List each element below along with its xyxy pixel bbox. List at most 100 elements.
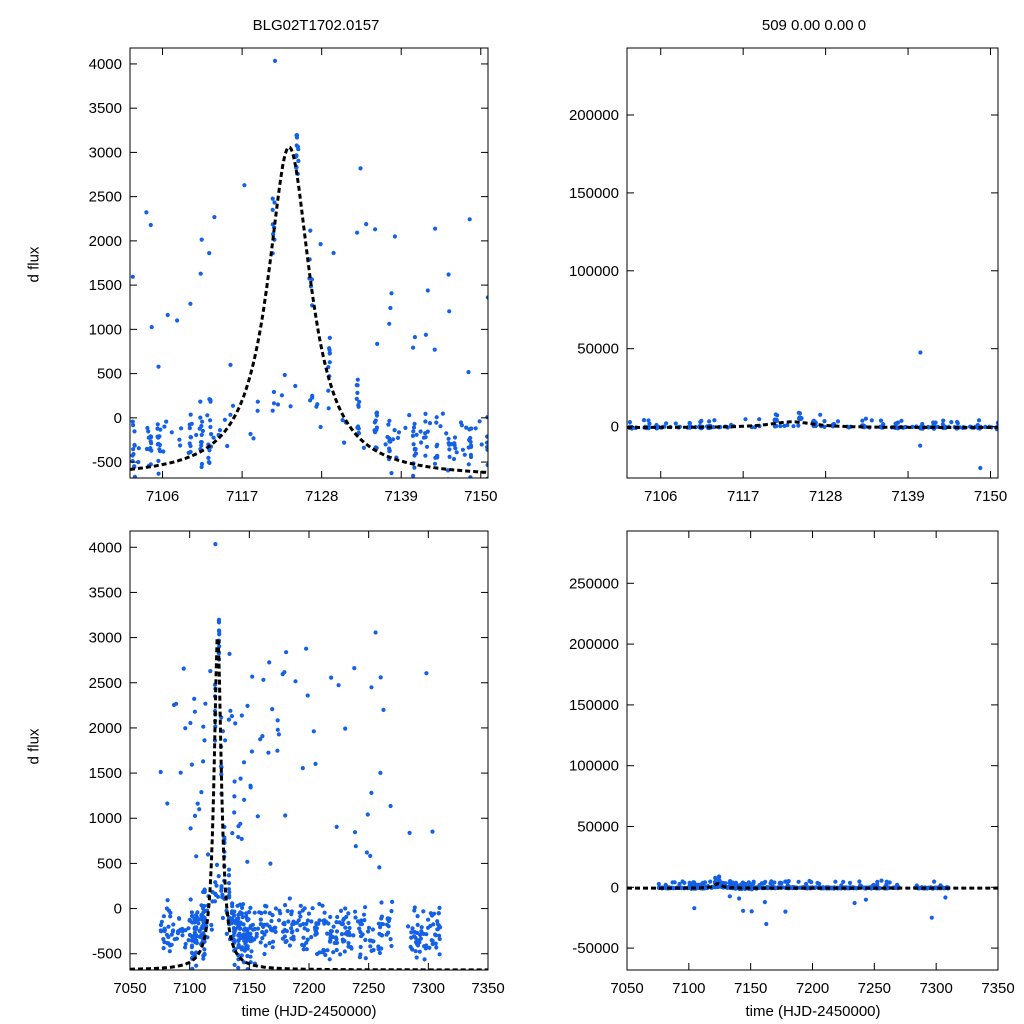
data-point bbox=[155, 434, 160, 439]
data-point bbox=[202, 903, 207, 909]
data-point bbox=[263, 910, 268, 915]
data-point bbox=[240, 915, 245, 920]
data-point bbox=[343, 931, 348, 936]
data-point bbox=[258, 917, 263, 922]
data-point bbox=[286, 919, 291, 924]
data-point bbox=[236, 938, 241, 944]
y-tick-label: 0 bbox=[114, 901, 122, 918]
data-point bbox=[411, 429, 416, 434]
data-point bbox=[272, 34, 276, 38]
data-point bbox=[285, 908, 290, 914]
y-tick-label: 150000 bbox=[569, 185, 619, 202]
data-point bbox=[466, 370, 471, 375]
data-point bbox=[270, 408, 275, 413]
data-point bbox=[315, 951, 320, 957]
data-point bbox=[424, 485, 428, 489]
data-point bbox=[451, 456, 457, 462]
data-point bbox=[161, 937, 166, 942]
data-point bbox=[423, 431, 428, 436]
data-point bbox=[340, 418, 345, 423]
data-point bbox=[157, 442, 162, 448]
data-point bbox=[192, 696, 197, 702]
data-point bbox=[786, 879, 791, 884]
data-point bbox=[354, 383, 359, 388]
data-point bbox=[949, 420, 954, 425]
data-point bbox=[275, 727, 280, 732]
data-point bbox=[209, 922, 214, 928]
data-point bbox=[197, 807, 202, 812]
data-point bbox=[385, 434, 390, 440]
data-point bbox=[189, 421, 194, 426]
data-point bbox=[396, 430, 402, 435]
data-point bbox=[148, 222, 153, 228]
data-point bbox=[180, 926, 185, 932]
data-point bbox=[741, 908, 746, 913]
data-point bbox=[226, 887, 231, 892]
data-point bbox=[236, 965, 241, 970]
data-point bbox=[161, 449, 166, 454]
data-point bbox=[164, 419, 169, 424]
data-point bbox=[407, 830, 412, 836]
data-point bbox=[294, 920, 299, 925]
data-point bbox=[369, 938, 374, 943]
data-point bbox=[869, 418, 874, 423]
data-point bbox=[412, 447, 417, 452]
x-tick-label: 7106 bbox=[644, 488, 677, 505]
data-point bbox=[247, 910, 252, 915]
data-point bbox=[189, 945, 194, 950]
data-point bbox=[284, 650, 289, 655]
data-point bbox=[467, 217, 472, 222]
data-point bbox=[796, 423, 801, 428]
data-point bbox=[232, 937, 237, 943]
data-point bbox=[418, 429, 423, 434]
data-point bbox=[411, 442, 416, 447]
data-point bbox=[195, 801, 200, 806]
data-point bbox=[379, 900, 384, 905]
data-point bbox=[232, 962, 237, 968]
model-curve bbox=[627, 420, 998, 429]
y-tick-label: 3500 bbox=[89, 584, 122, 601]
data-point bbox=[271, 389, 276, 395]
data-point bbox=[791, 424, 796, 429]
data-point bbox=[157, 447, 162, 452]
data-point bbox=[295, 928, 300, 933]
data-point bbox=[682, 880, 687, 886]
data-point bbox=[261, 677, 266, 682]
data-point bbox=[875, 882, 880, 887]
data-point bbox=[762, 900, 768, 905]
data-point bbox=[627, 420, 633, 425]
data-point bbox=[283, 813, 288, 818]
y-tick-label: 0 bbox=[114, 410, 122, 427]
data-point bbox=[695, 882, 700, 887]
data-point bbox=[427, 421, 433, 426]
data-point bbox=[389, 291, 394, 296]
data-point bbox=[418, 932, 423, 938]
data-point bbox=[727, 894, 732, 899]
data-points-bottom-right bbox=[656, 874, 951, 927]
data-point bbox=[368, 853, 373, 859]
data-point bbox=[342, 440, 347, 445]
data-point bbox=[273, 925, 278, 930]
data-point bbox=[387, 439, 392, 444]
plot-frame bbox=[626, 530, 999, 971]
data-point bbox=[460, 447, 465, 452]
data-point bbox=[270, 913, 275, 918]
data-point bbox=[282, 372, 287, 378]
data-point bbox=[342, 949, 347, 954]
data-point bbox=[728, 879, 733, 884]
x-tick-label: 7150 bbox=[974, 488, 1007, 505]
data-point bbox=[846, 425, 852, 430]
data-point bbox=[236, 923, 241, 929]
data-point bbox=[189, 910, 194, 915]
data-point bbox=[270, 707, 275, 712]
data-point bbox=[178, 443, 183, 448]
data-point bbox=[389, 943, 394, 949]
data-point bbox=[392, 234, 397, 239]
data-point bbox=[435, 455, 440, 460]
data-point bbox=[334, 824, 339, 830]
data-point bbox=[207, 251, 212, 256]
data-point bbox=[275, 402, 281, 407]
data-point bbox=[814, 885, 819, 890]
x-tick-label: 7128 bbox=[809, 488, 842, 505]
data-point bbox=[372, 420, 377, 425]
